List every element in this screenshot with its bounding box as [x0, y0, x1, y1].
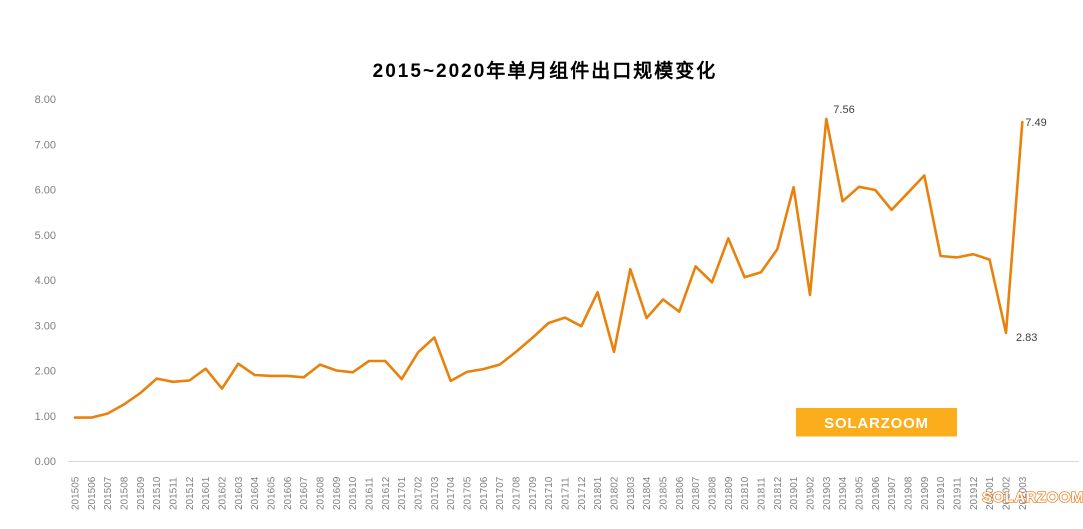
- x-tick-label: 201706: [479, 476, 490, 510]
- y-tick-label: 0.00: [35, 456, 56, 468]
- x-tick-label: 201508: [120, 476, 131, 510]
- x-tick-label: 201906: [871, 476, 882, 510]
- x-tick-label: 201708: [512, 476, 523, 510]
- x-tick-label: 201903: [822, 476, 833, 510]
- x-tick-label: 201603: [234, 476, 245, 510]
- x-tick-label: 201910: [936, 476, 947, 510]
- x-tick-label: 201808: [708, 476, 719, 510]
- y-tick-label: 6.00: [35, 185, 56, 197]
- x-tick-label: 201704: [446, 476, 457, 510]
- x-tick-label: 201908: [904, 476, 915, 510]
- solarzoom-watermark: SOLARZOOM: [982, 489, 1083, 506]
- x-tick-label: 201601: [201, 476, 212, 510]
- y-tick-label: 5.00: [35, 230, 56, 242]
- x-tick-label: 201609: [332, 476, 343, 510]
- x-tick-label: 201507: [103, 476, 114, 510]
- x-tick-label: 202001: [985, 476, 996, 510]
- x-tick-label: 201605: [267, 476, 278, 510]
- x-tick-label: 201712: [577, 476, 588, 510]
- x-tick-label: 201802: [610, 476, 621, 510]
- y-tick-label: 2.00: [35, 366, 56, 378]
- x-tick-label: 201703: [430, 476, 441, 510]
- x-tick-label: 201905: [855, 476, 866, 510]
- y-tick-label: 4.00: [35, 275, 56, 287]
- x-tick-label: 201805: [659, 476, 670, 510]
- solarzoom-badge: SOLARZOOM: [796, 408, 957, 437]
- y-tick-label: 1.00: [35, 411, 56, 423]
- y-axis-tick-labels: 0.00 1.00 2.00 3.00 4.00 5.00 6.00 7.00 8.00: [35, 94, 56, 468]
- x-tick-label: 201707: [495, 476, 506, 510]
- x-tick-label: 201901: [789, 476, 800, 510]
- x-tick-label: 201904: [838, 476, 849, 510]
- x-tick-label: 201511: [169, 477, 180, 510]
- x-tick-label: 201505: [71, 476, 82, 510]
- x-tick-label: 201801: [593, 476, 604, 510]
- x-tick-label: 201711: [561, 477, 572, 510]
- data-label: 7.56: [833, 104, 854, 116]
- solarzoom-badge-background: [796, 408, 957, 437]
- x-tick-label: 201611: [365, 477, 376, 510]
- x-tick-label: 201510: [152, 476, 163, 510]
- x-tick-label: 202002: [1002, 476, 1013, 510]
- x-tick-label: 202003: [1018, 476, 1029, 510]
- x-tick-label: 201509: [136, 476, 147, 510]
- x-tick-label: 201902: [806, 476, 817, 510]
- y-tick-label: 3.00: [35, 320, 56, 332]
- data-label: 2.83: [1016, 332, 1037, 344]
- x-tick-label: 201612: [381, 476, 392, 510]
- x-tick-label: 201907: [887, 476, 898, 510]
- x-tick-label: 201909: [920, 476, 931, 510]
- x-tick-label: 201705: [463, 476, 474, 510]
- x-tick-label: 201911: [953, 477, 964, 510]
- x-tick-label: 201806: [675, 476, 686, 510]
- x-tick-label: 201606: [283, 476, 294, 510]
- x-tick-label: 201506: [87, 476, 98, 510]
- data-label: 7.49: [1025, 117, 1046, 129]
- x-tick-label: 201804: [642, 476, 653, 510]
- x-axis-tick-labels: 201505 201506 201507 201508 201509 201510 2015…: [71, 476, 1029, 510]
- series-line: [73, 117, 1024, 419]
- x-tick-label: 201602: [218, 476, 229, 510]
- x-tick-label: 201812: [773, 476, 784, 510]
- x-tick-label: 201608: [316, 476, 327, 510]
- x-tick-label: 201710: [544, 476, 555, 510]
- x-tick-label: 201807: [691, 476, 702, 510]
- x-tick-label: 201810: [740, 476, 751, 510]
- x-tick-label: 201702: [414, 476, 425, 510]
- x-tick-label: 201811: [757, 477, 768, 510]
- x-tick-label: 201809: [724, 476, 735, 510]
- y-tick-label: 7.00: [35, 139, 56, 151]
- x-tick-label: 201610: [348, 476, 359, 510]
- x-tick-label: 201709: [528, 476, 539, 510]
- y-tick-label: 8.00: [35, 94, 56, 106]
- x-tick-label: 201912: [969, 476, 980, 510]
- x-tick-label: 201604: [250, 476, 261, 510]
- solarzoom-badge-label: SOLARZOOM: [824, 415, 929, 432]
- x-tick-label: 201701: [397, 476, 408, 510]
- data-label-annotations: 7.56 2.83 7.49: [833, 104, 1046, 344]
- x-tick-label: 201512: [185, 476, 196, 510]
- x-tick-label: 201607: [299, 476, 310, 510]
- chart-title: 2015~2020年单月组件出口规模变化: [373, 59, 718, 82]
- x-tick-label: 201803: [626, 476, 637, 510]
